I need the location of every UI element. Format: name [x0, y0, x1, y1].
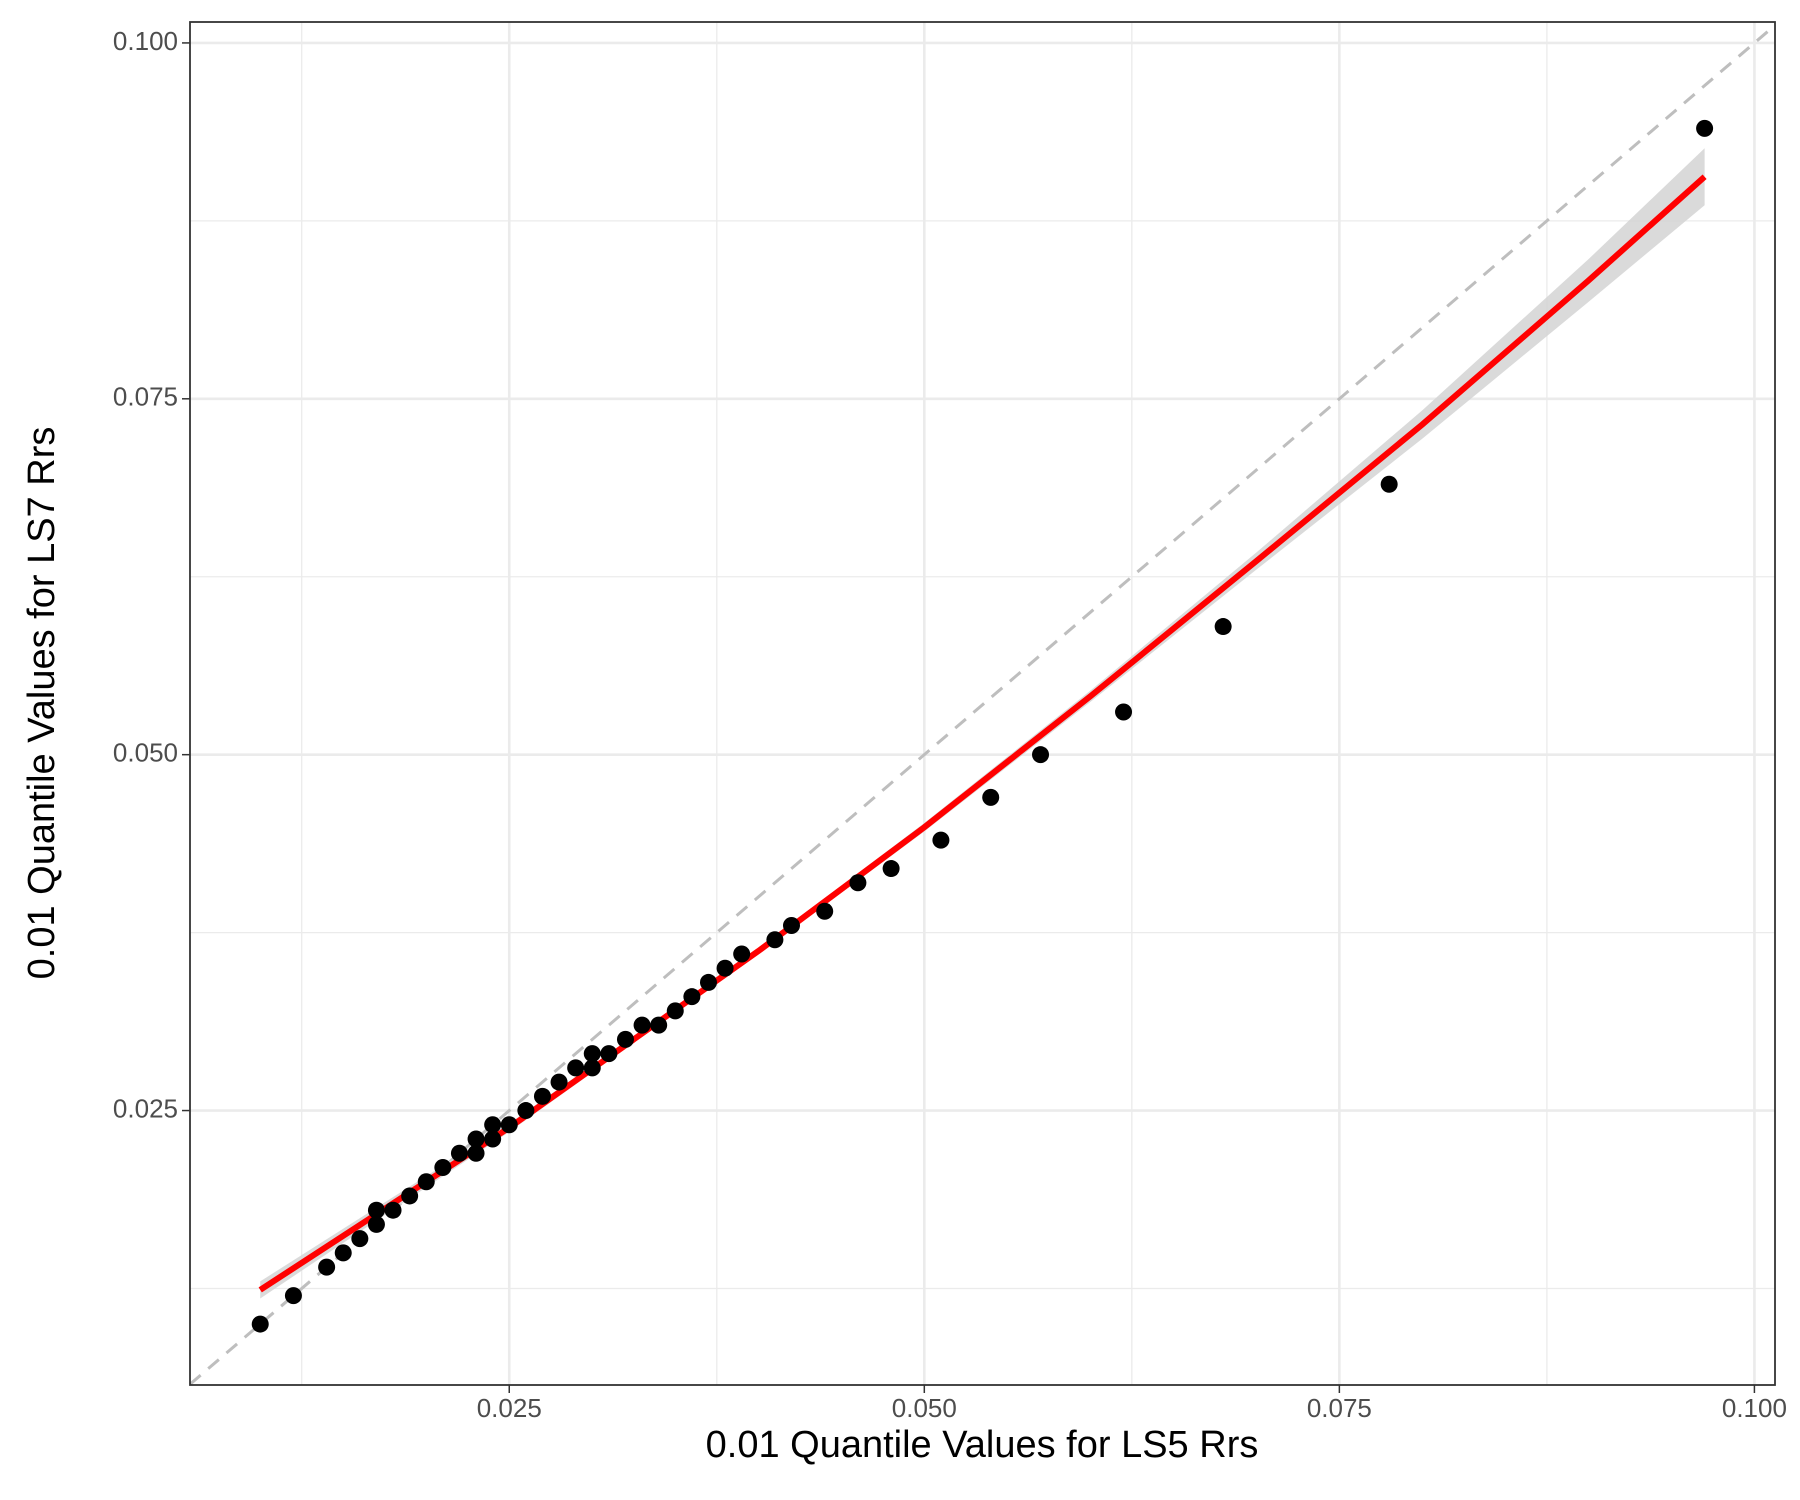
x-tick-label: 0.075 [1307, 1393, 1372, 1423]
x-tick-label: 0.050 [892, 1393, 957, 1423]
point [484, 1116, 502, 1134]
point [782, 916, 800, 934]
point [500, 1116, 518, 1134]
point [384, 1201, 402, 1219]
point [533, 1087, 551, 1105]
point [666, 1002, 684, 1020]
point [450, 1144, 468, 1162]
point [1214, 618, 1232, 636]
point [616, 1030, 634, 1048]
point [633, 1016, 651, 1034]
point [351, 1230, 369, 1248]
point [583, 1059, 601, 1077]
point [716, 959, 734, 977]
point [401, 1187, 419, 1205]
point [699, 973, 717, 991]
point [467, 1130, 485, 1148]
point [367, 1201, 385, 1219]
point [434, 1158, 452, 1176]
plot-border [189, 21, 1776, 1386]
point [816, 902, 834, 920]
point [318, 1258, 336, 1276]
point [284, 1287, 302, 1305]
point [251, 1315, 269, 1333]
point [650, 1016, 668, 1034]
point [1032, 746, 1050, 764]
x-tick-label: 0.025 [477, 1393, 542, 1423]
point [567, 1059, 585, 1077]
point [882, 860, 900, 878]
point [334, 1244, 352, 1262]
point [849, 874, 867, 892]
point [932, 831, 950, 849]
point [1380, 475, 1398, 493]
point [367, 1215, 385, 1233]
y-tick-label: 0.025 [113, 1093, 178, 1123]
y-tick-label: 0.050 [113, 738, 178, 768]
point [733, 945, 751, 963]
point [600, 1045, 618, 1063]
point [467, 1144, 485, 1162]
x-axis-title: 0.01 Quantile Values for LS5 Rrs [706, 1424, 1259, 1466]
point [1696, 119, 1714, 137]
point [550, 1073, 568, 1091]
point [417, 1173, 435, 1191]
point [683, 988, 701, 1006]
point [766, 931, 784, 949]
y-tick-label: 0.100 [113, 26, 178, 56]
y-tick-label: 0.075 [113, 382, 178, 412]
point [583, 1045, 601, 1063]
point [484, 1130, 502, 1148]
x-tick-label: 0.100 [1722, 1393, 1787, 1423]
point [1115, 703, 1133, 721]
y-axis-title: 0.01 Quantile Values for LS7 Rrs [21, 427, 63, 980]
point [982, 788, 1000, 806]
point [517, 1102, 535, 1120]
